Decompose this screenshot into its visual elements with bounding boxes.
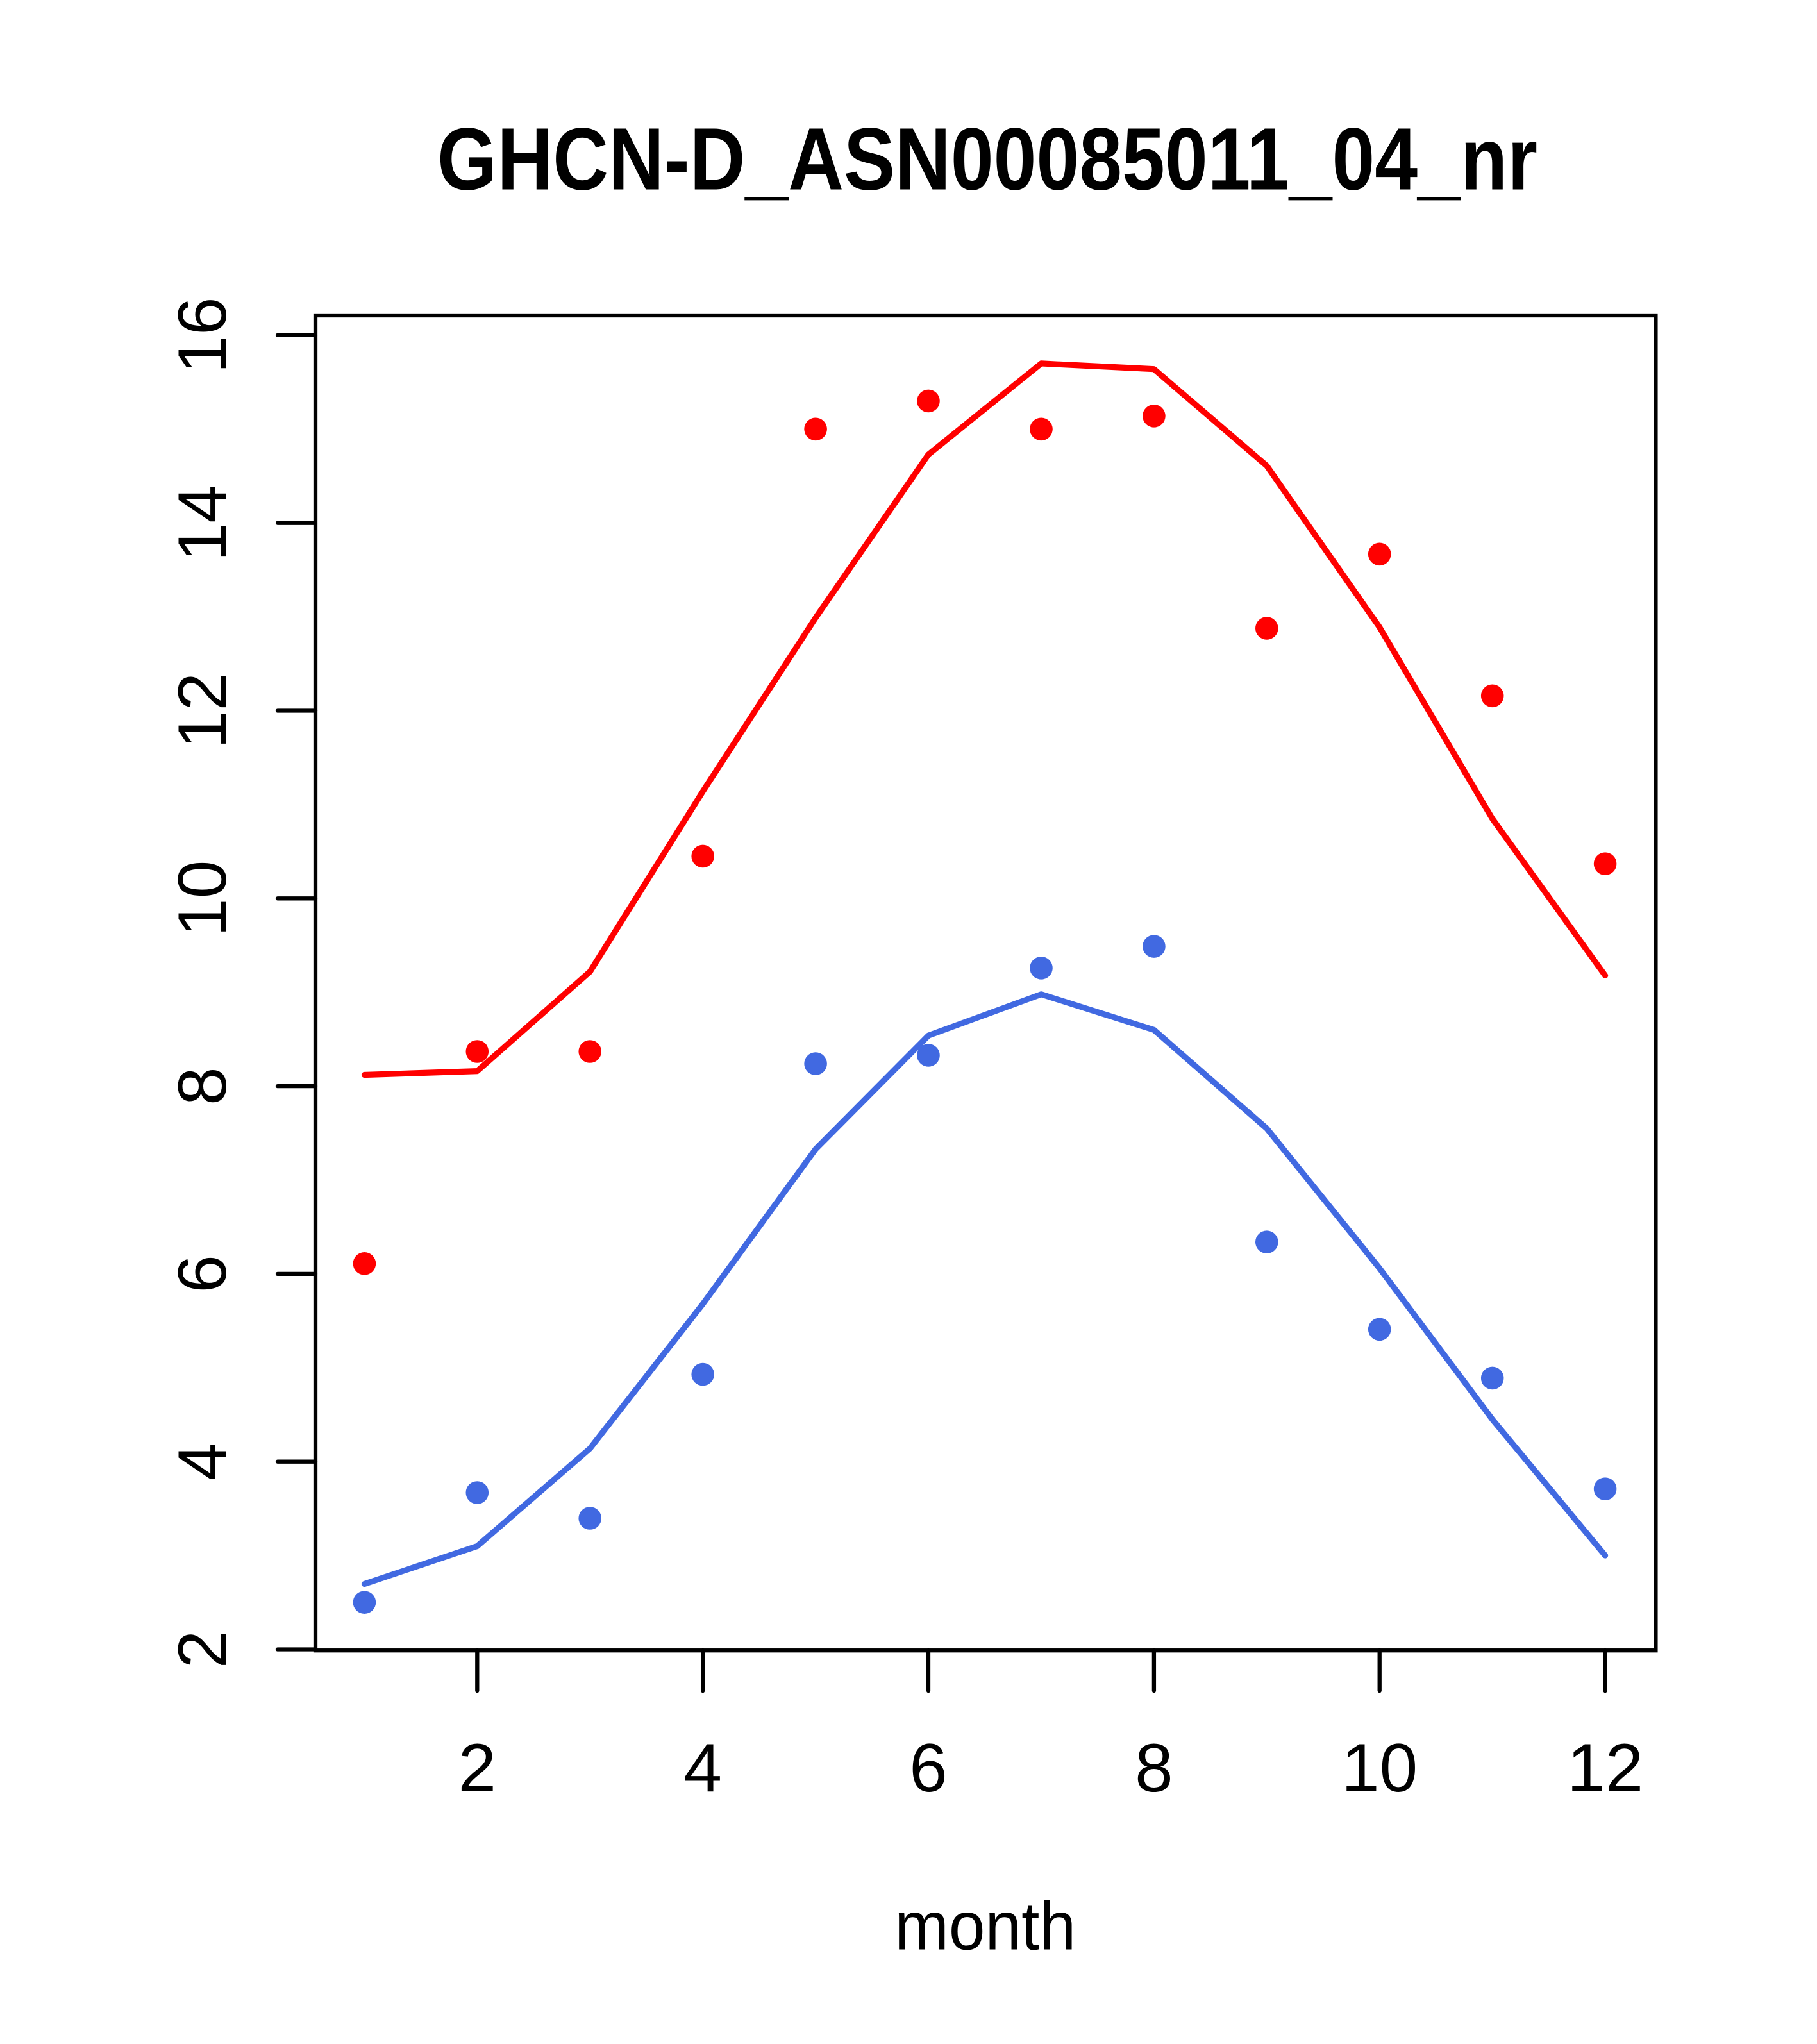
svg-text:6: 6 [909, 1729, 948, 1806]
svg-text:12: 12 [163, 673, 240, 749]
svg-text:8: 8 [163, 1067, 240, 1105]
svg-text:14: 14 [163, 485, 240, 561]
svg-text:2: 2 [458, 1729, 497, 1806]
svg-text:16: 16 [163, 297, 240, 373]
svg-text:2: 2 [163, 1630, 240, 1669]
svg-text:month: month [894, 1887, 1076, 1964]
svg-text:4: 4 [163, 1443, 240, 1481]
svg-text:10: 10 [163, 860, 240, 937]
svg-text:4: 4 [683, 1729, 722, 1806]
svg-text:12: 12 [1567, 1729, 1643, 1806]
svg-text:6: 6 [163, 1255, 240, 1293]
svg-text:10: 10 [1341, 1729, 1418, 1806]
svg-text:8: 8 [1135, 1729, 1173, 1806]
svg-text:GHCN-D_ASN00085011_04_nr: GHCN-D_ASN00085011_04_nr [437, 110, 1537, 209]
